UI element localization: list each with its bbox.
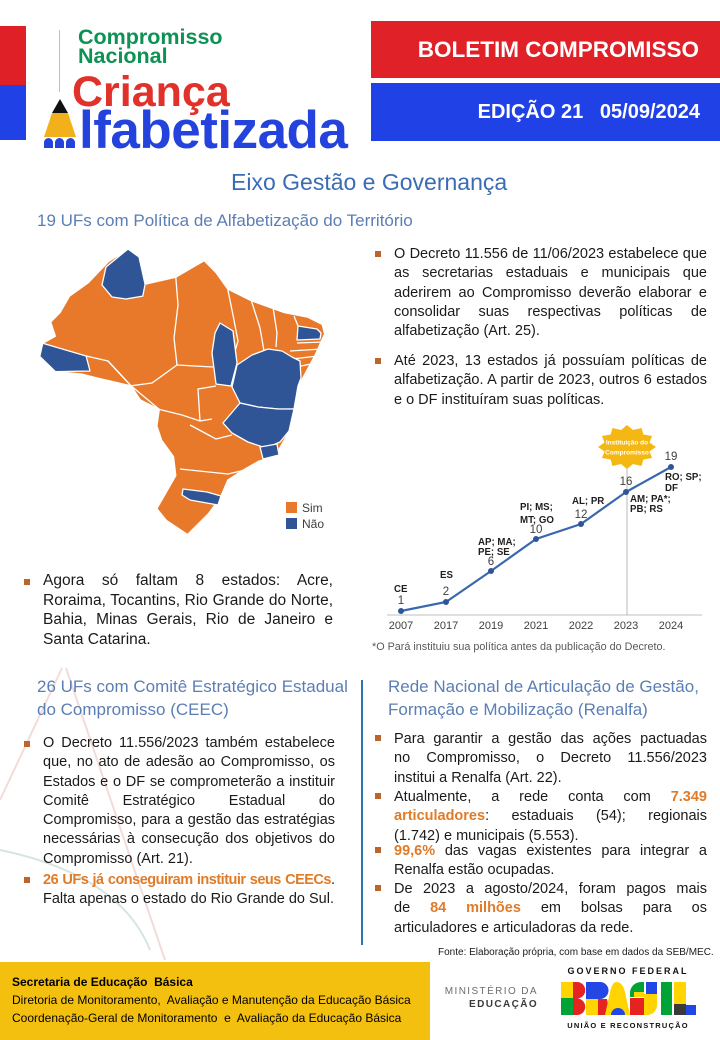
svg-text:2023: 2023 [614, 620, 638, 632]
svg-text:DF: DF [665, 483, 678, 494]
svg-text:2: 2 [443, 586, 449, 598]
svg-text:CE: CE [394, 584, 408, 595]
svg-text:PB; RS: PB; RS [630, 504, 663, 515]
svg-text:19: 19 [665, 451, 678, 463]
svg-text:10: 10 [530, 524, 543, 536]
svg-text:2024: 2024 [659, 620, 683, 632]
svg-text:2017: 2017 [434, 620, 458, 632]
svg-text:2022: 2022 [569, 620, 593, 632]
svg-text:1: 1 [398, 595, 404, 607]
svg-text:Instituição do: Instituição do [606, 440, 648, 447]
svg-text:PE; SE: PE; SE [478, 547, 510, 558]
svg-text:2019: 2019 [479, 620, 503, 632]
svg-text:ES: ES [440, 570, 453, 581]
svg-text:Compromisso: Compromisso [605, 450, 649, 457]
svg-text:AM; PA*;: AM; PA*; [630, 494, 671, 505]
svg-text:2021: 2021 [524, 620, 548, 632]
svg-text:Não: Não [302, 517, 324, 531]
svg-text:12: 12 [575, 509, 588, 521]
svg-text:RO; SP;: RO; SP; [665, 472, 702, 483]
svg-text:PI; MS;: PI; MS; [520, 502, 553, 513]
svg-text:6: 6 [488, 556, 494, 568]
svg-text:AP; MA;: AP; MA; [478, 537, 516, 548]
svg-text:2007: 2007 [389, 620, 413, 632]
svg-text:MT; GO: MT; GO [520, 515, 554, 526]
svg-text:16: 16 [620, 476, 633, 488]
svg-text:Sim: Sim [302, 501, 323, 515]
svg-text:AL; PR: AL; PR [572, 496, 604, 507]
